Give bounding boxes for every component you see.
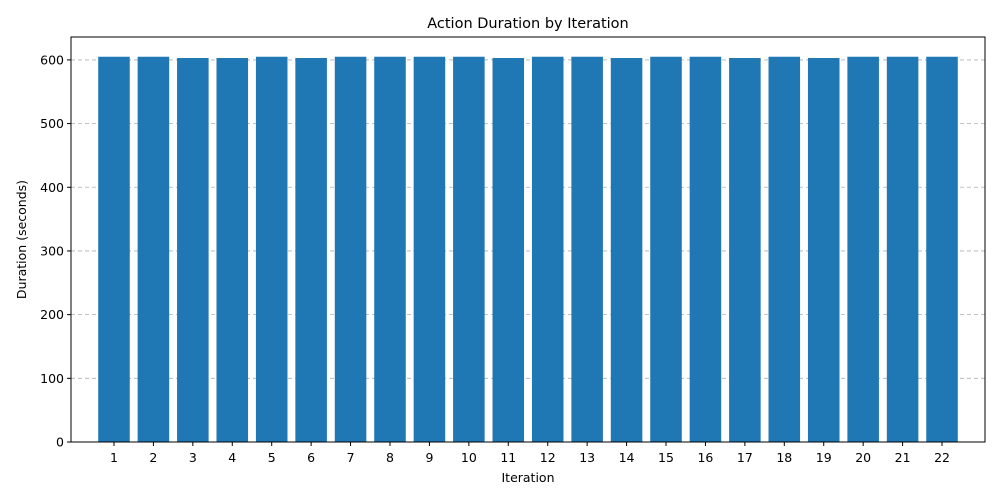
x-tick-label: 18 [776,450,792,465]
x-tick-label: 8 [386,450,394,465]
x-tick-label: 17 [737,450,753,465]
x-tick-label: 1 [110,450,118,465]
x-tick-label: 6 [307,450,315,465]
bar-22 [926,56,958,442]
bar-17 [729,58,761,442]
x-tick-label: 20 [855,450,871,465]
bar-11 [492,58,525,442]
y-tick-label: 600 [40,52,64,67]
x-tick-label: 7 [347,450,355,465]
y-tick-label: 400 [40,180,64,195]
bar-9 [413,56,446,442]
bars [98,56,958,442]
plot-frame [70,36,986,443]
x-axis-label: Iteration [501,470,554,485]
bar-3 [177,58,209,442]
bar-1 [98,56,130,442]
x-tick-label: 13 [579,450,595,465]
x-tick-label: 10 [461,450,477,465]
y-axis-label: Duration (seconds) [14,180,29,299]
x-tick-label: 3 [189,450,197,465]
bar-5 [255,56,288,442]
chart-title: Action Duration by Iteration [427,16,629,32]
y-tick-label: 0 [56,435,64,450]
x-tick-label: 14 [619,450,635,465]
bar-16 [689,56,722,442]
bar-8 [374,56,406,442]
bar-18 [768,56,801,442]
y-axis-ticks: 0 100 200 300 400 500 600 [40,52,71,450]
x-tick-label: 9 [425,450,433,465]
grid-lines [71,59,985,379]
bar-15 [650,56,682,442]
x-tick-label: 11 [500,450,516,465]
x-tick-label: 19 [816,450,832,465]
x-tick-label: 16 [697,450,713,465]
x-tick-label: 22 [934,450,950,465]
x-axis-ticks: 1 2 3 4 5 6 7 8 9 10 11 12 13 14 15 16 17 18 19 20 21 22 [110,442,950,465]
y-tick-label: 200 [40,307,64,322]
bar-4 [216,58,249,442]
x-tick-label: 4 [228,450,236,465]
y-tick-label: 300 [40,243,64,258]
x-tick-label: 12 [540,450,556,465]
x-tick-label: 15 [658,450,674,465]
bar-19 [807,58,840,442]
x-tick-label: 21 [895,450,911,465]
bar-6 [295,58,327,442]
y-tick-label: 100 [40,371,64,386]
bar-2 [137,56,170,442]
x-tick-label: 2 [149,450,157,465]
bar-7 [334,56,367,442]
bar-10 [453,56,485,442]
bar-12 [531,56,564,442]
y-tick-label: 500 [40,116,64,131]
bar-13 [571,56,603,442]
bar-14 [610,58,643,442]
bar-21 [886,56,919,442]
x-tick-label: 5 [268,450,276,465]
bar-20 [847,56,879,442]
